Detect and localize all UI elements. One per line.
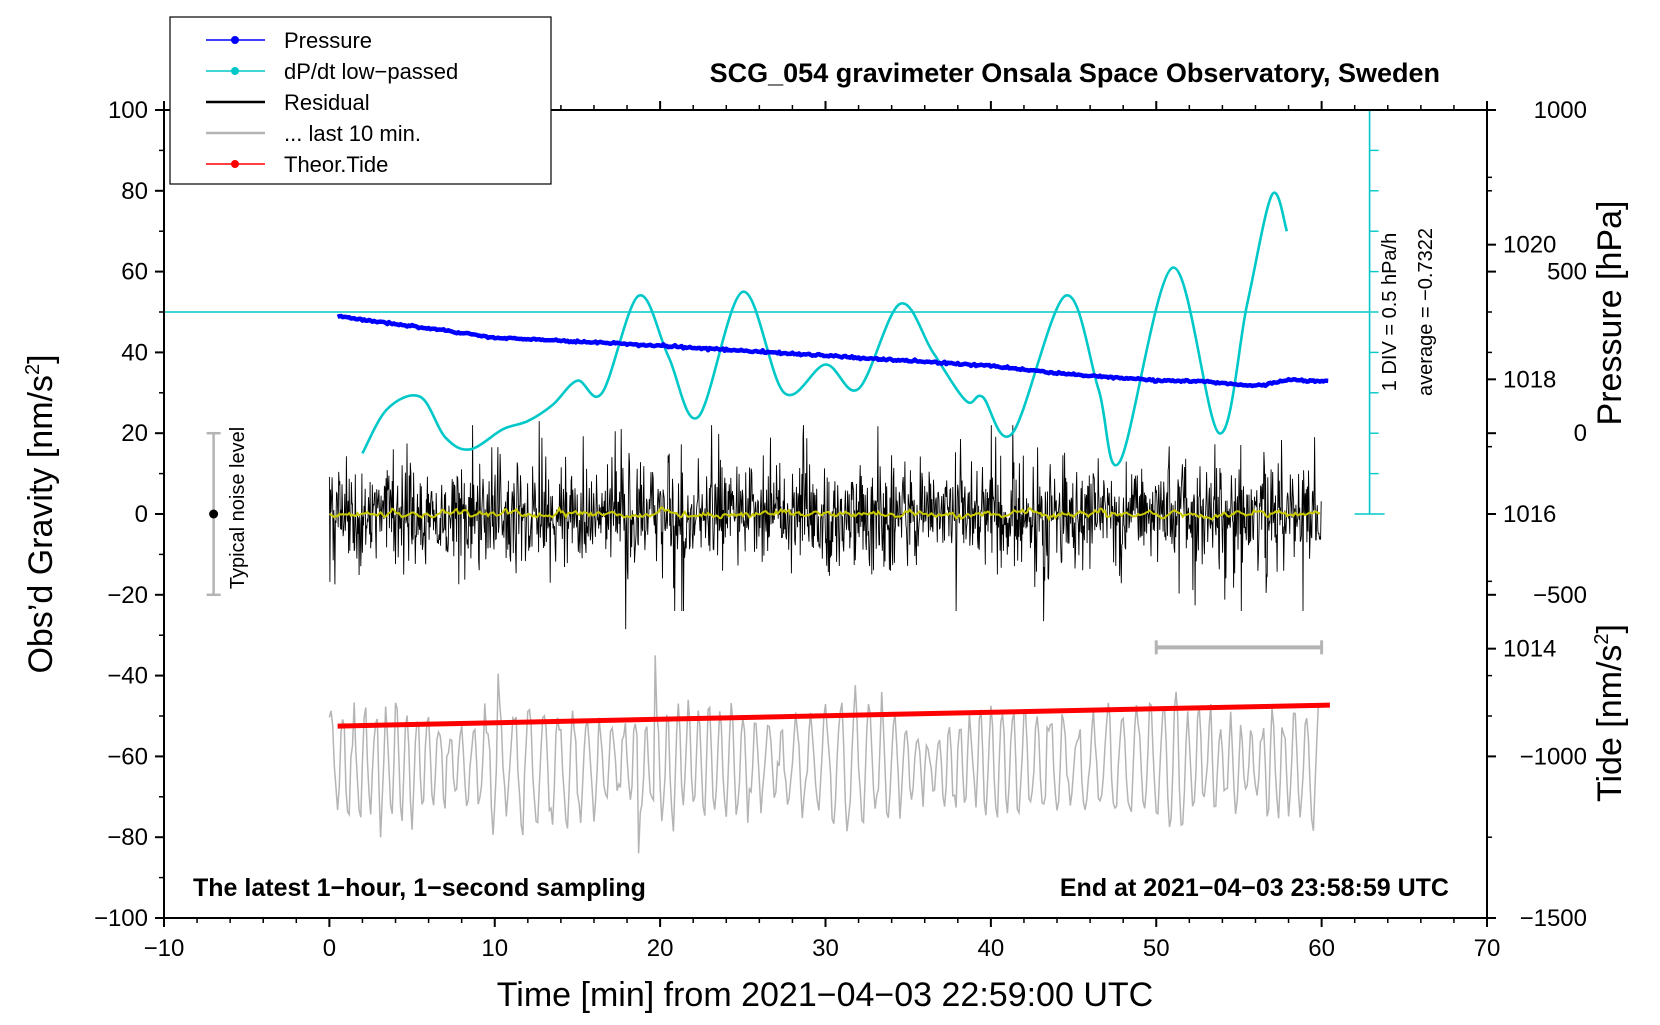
residual-smoothed-line <box>328 505 1321 522</box>
legend: Pressure dP/dt low−passed Residual ... last… <box>169 16 552 185</box>
y-tick-label: −80 <box>107 824 148 851</box>
x-tick-label: 30 <box>812 935 839 962</box>
dpdt-line <box>361 191 1289 467</box>
pressure-tick-label: 1020 <box>1503 232 1556 259</box>
note-end-time: End at 2021−04−03 23:58:59 UTC <box>1060 874 1449 902</box>
legend-label: Residual <box>284 90 370 115</box>
series-layer <box>164 110 1385 854</box>
y-axis-title-pressure: Pressure [hPa] <box>1591 201 1629 426</box>
tide-tick-label: −500 <box>1533 582 1587 609</box>
y-tick-label: −40 <box>107 663 148 690</box>
pressure-tick-label: 1014 <box>1503 636 1556 663</box>
legend-marker <box>231 160 239 168</box>
x-tick-label: 10 <box>481 935 508 962</box>
text-layer: SCG_054 gravimeter Onsala Space Observat… <box>22 58 1629 1014</box>
x-tick-label: 0 <box>323 935 336 962</box>
x-axis-title: Time [min] from 2021−04−03 22:59:00 UTC <box>497 976 1153 1014</box>
y-tick-label: −20 <box>107 582 148 609</box>
x-tick-label: −10 <box>144 935 185 962</box>
x-tick-label: 40 <box>978 935 1005 962</box>
y-axis-title-tide: Tide [nm/s2] <box>1591 624 1629 802</box>
y-tick-label: −60 <box>107 743 148 770</box>
x-tick-label: 70 <box>1474 935 1501 962</box>
tide-tick-label: −1500 <box>1520 905 1587 932</box>
legend-box <box>169 16 552 185</box>
tide-tick-label: 1000 <box>1534 97 1587 124</box>
frame-layer: −10 0 10 20 30 40 50 60 70−100−80−60−40−20020406… <box>94 97 1587 962</box>
noise-level-label: Typical noise level <box>227 427 249 589</box>
last-10-min-line <box>328 655 1321 854</box>
theor-tide-line <box>337 702 1330 729</box>
legend-label: ... last 10 min. <box>284 121 421 146</box>
dpdt-div-label: 1 DIV = 0.5 hPa/h <box>1379 233 1401 391</box>
y-tick-label: 80 <box>121 178 148 205</box>
legend-label: Pressure <box>284 28 372 53</box>
y-tick-label: 20 <box>121 420 148 447</box>
noise-bar-center-dot <box>209 509 219 519</box>
y-axis-title-gravity: Obs’d Gravity [nm/s2] <box>22 354 60 673</box>
y-tick-label: 40 <box>121 339 148 366</box>
y-tick-label: 0 <box>135 501 148 528</box>
legend-marker <box>231 67 239 75</box>
x-tick-label: 60 <box>1308 935 1335 962</box>
chart-title: SCG_054 gravimeter Onsala Space Observat… <box>710 58 1440 88</box>
legend-label: Theor.Tide <box>284 152 388 177</box>
y-tick-label: 100 <box>108 97 148 124</box>
note-sampling: The latest 1−hour, 1−second sampling <box>193 874 646 902</box>
y-tick-label: 60 <box>121 259 148 286</box>
tide-tick-label: −1000 <box>1520 743 1587 770</box>
legend-label: dP/dt low−passed <box>284 59 458 84</box>
legend-marker <box>231 36 239 44</box>
pressure-tick-label: 1018 <box>1503 366 1556 393</box>
dpdt-average-label: average = −0.7322 <box>1415 228 1437 396</box>
pressure-tick-label: 1016 <box>1503 501 1556 528</box>
x-tick-label: 20 <box>647 935 674 962</box>
tide-tick-label: 0 <box>1574 420 1587 447</box>
pressure-line <box>336 313 1329 389</box>
x-tick-label: 50 <box>1143 935 1170 962</box>
residual-line <box>328 421 1322 630</box>
tide-tick-label: 500 <box>1547 259 1587 286</box>
y-tick-label: −100 <box>94 905 148 932</box>
